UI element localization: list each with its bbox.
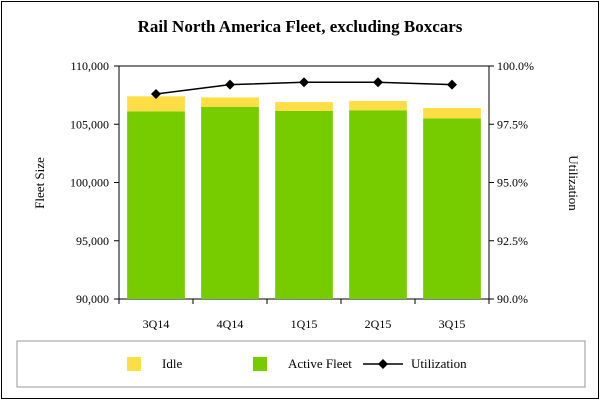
y2-axis-title: Utilization: [566, 155, 581, 211]
y2-tick-label: 95.0%: [497, 176, 528, 190]
utilization-line: [151, 77, 457, 99]
legend-utilization-label: Utilization: [411, 356, 467, 371]
idle-bar: [275, 102, 333, 111]
legend-utilization-marker: [378, 359, 388, 369]
x-tick-label: 3Q14: [143, 317, 170, 331]
legend-idle-swatch: [127, 357, 141, 371]
y-tick-label: 95,000: [76, 234, 109, 248]
x-tick-label: 1Q15: [291, 317, 318, 331]
utilization-point: [225, 79, 235, 90]
x-axis-ticks: 3Q14 4Q14 1Q15 2Q15 3Q15: [118, 299, 490, 331]
y2-tick-label: 97.5%: [497, 117, 528, 131]
chart-title: Rail North America Fleet, excluding Boxc…: [138, 17, 463, 36]
y2-tick-label: 92.5%: [497, 234, 528, 248]
legend-active-swatch: [253, 357, 267, 371]
active-fleet-bar: [201, 106, 259, 300]
y-tick-label: 90,000: [76, 292, 109, 306]
y-axis-title: Fleet Size: [32, 157, 47, 209]
idle-bar: [201, 97, 259, 107]
utilization-point: [299, 77, 309, 88]
x-tick-label: 3Q15: [439, 317, 466, 331]
active-fleet-bar: [349, 110, 407, 300]
utilization-point: [151, 88, 161, 99]
active-fleet-bar: [423, 118, 481, 299]
bars: [127, 96, 481, 300]
utilization-point: [447, 79, 457, 90]
right-axis-ticks: 90.0% 92.5% 95.0% 97.5% 100.0%: [489, 59, 534, 306]
y2-tick-label: 100.0%: [497, 59, 534, 73]
idle-bar: [127, 96, 185, 112]
legend-idle-label: Idle: [162, 356, 182, 371]
legend-active-label: Active Fleet: [288, 356, 352, 371]
y-tick-label: 100,000: [70, 176, 109, 190]
x-tick-label: 4Q14: [217, 317, 244, 331]
active-fleet-bar: [275, 110, 333, 299]
x-tick-label: 2Q15: [365, 317, 392, 331]
idle-bar: [349, 100, 407, 111]
idle-bar: [423, 107, 481, 119]
active-fleet-bar: [127, 111, 185, 299]
y-tick-label: 105,000: [70, 117, 109, 131]
legend-box: [16, 340, 586, 388]
left-axis-ticks: 90,000 95,000 100,000 105,000 110,000: [70, 59, 119, 306]
y2-tick-label: 90.0%: [497, 292, 528, 306]
utilization-point: [373, 77, 383, 88]
y-tick-label: 110,000: [70, 59, 109, 73]
legend: Idle Active Fleet Utilization: [16, 340, 586, 388]
